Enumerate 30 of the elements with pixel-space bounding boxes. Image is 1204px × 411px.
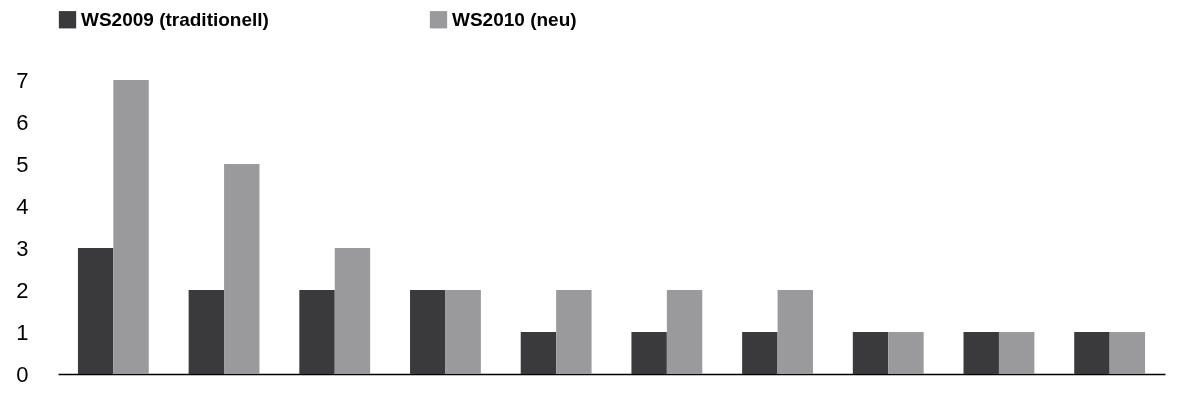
bar [852,332,889,374]
legend-label: WS2009 (traditionell) [81,8,269,30]
bar [334,248,371,374]
bar [631,332,667,374]
bar [224,164,260,374]
bar [556,290,592,374]
bar [777,290,813,374]
bar [888,332,924,374]
bar [742,332,778,374]
y-tick-label: 3 [16,235,29,261]
bar [998,332,1035,374]
bar [963,332,999,374]
y-tick-label: 6 [16,109,29,135]
y-tick-label: 0 [16,361,29,387]
bar [113,80,149,374]
bar [666,290,703,374]
y-tick-label: 4 [16,193,29,219]
bar [445,290,481,374]
bar [410,290,446,374]
legend-label: WS2010 (neu) [452,8,577,30]
y-tick-label: 5 [16,151,29,177]
bar [1109,332,1146,374]
y-tick-label: 7 [16,67,29,93]
y-tick-label: 1 [16,319,29,345]
y-tick-label: 2 [16,277,29,303]
bar [1074,332,1110,374]
bar [520,332,557,374]
bar [77,248,114,374]
bar [188,290,225,374]
bar [299,290,335,374]
